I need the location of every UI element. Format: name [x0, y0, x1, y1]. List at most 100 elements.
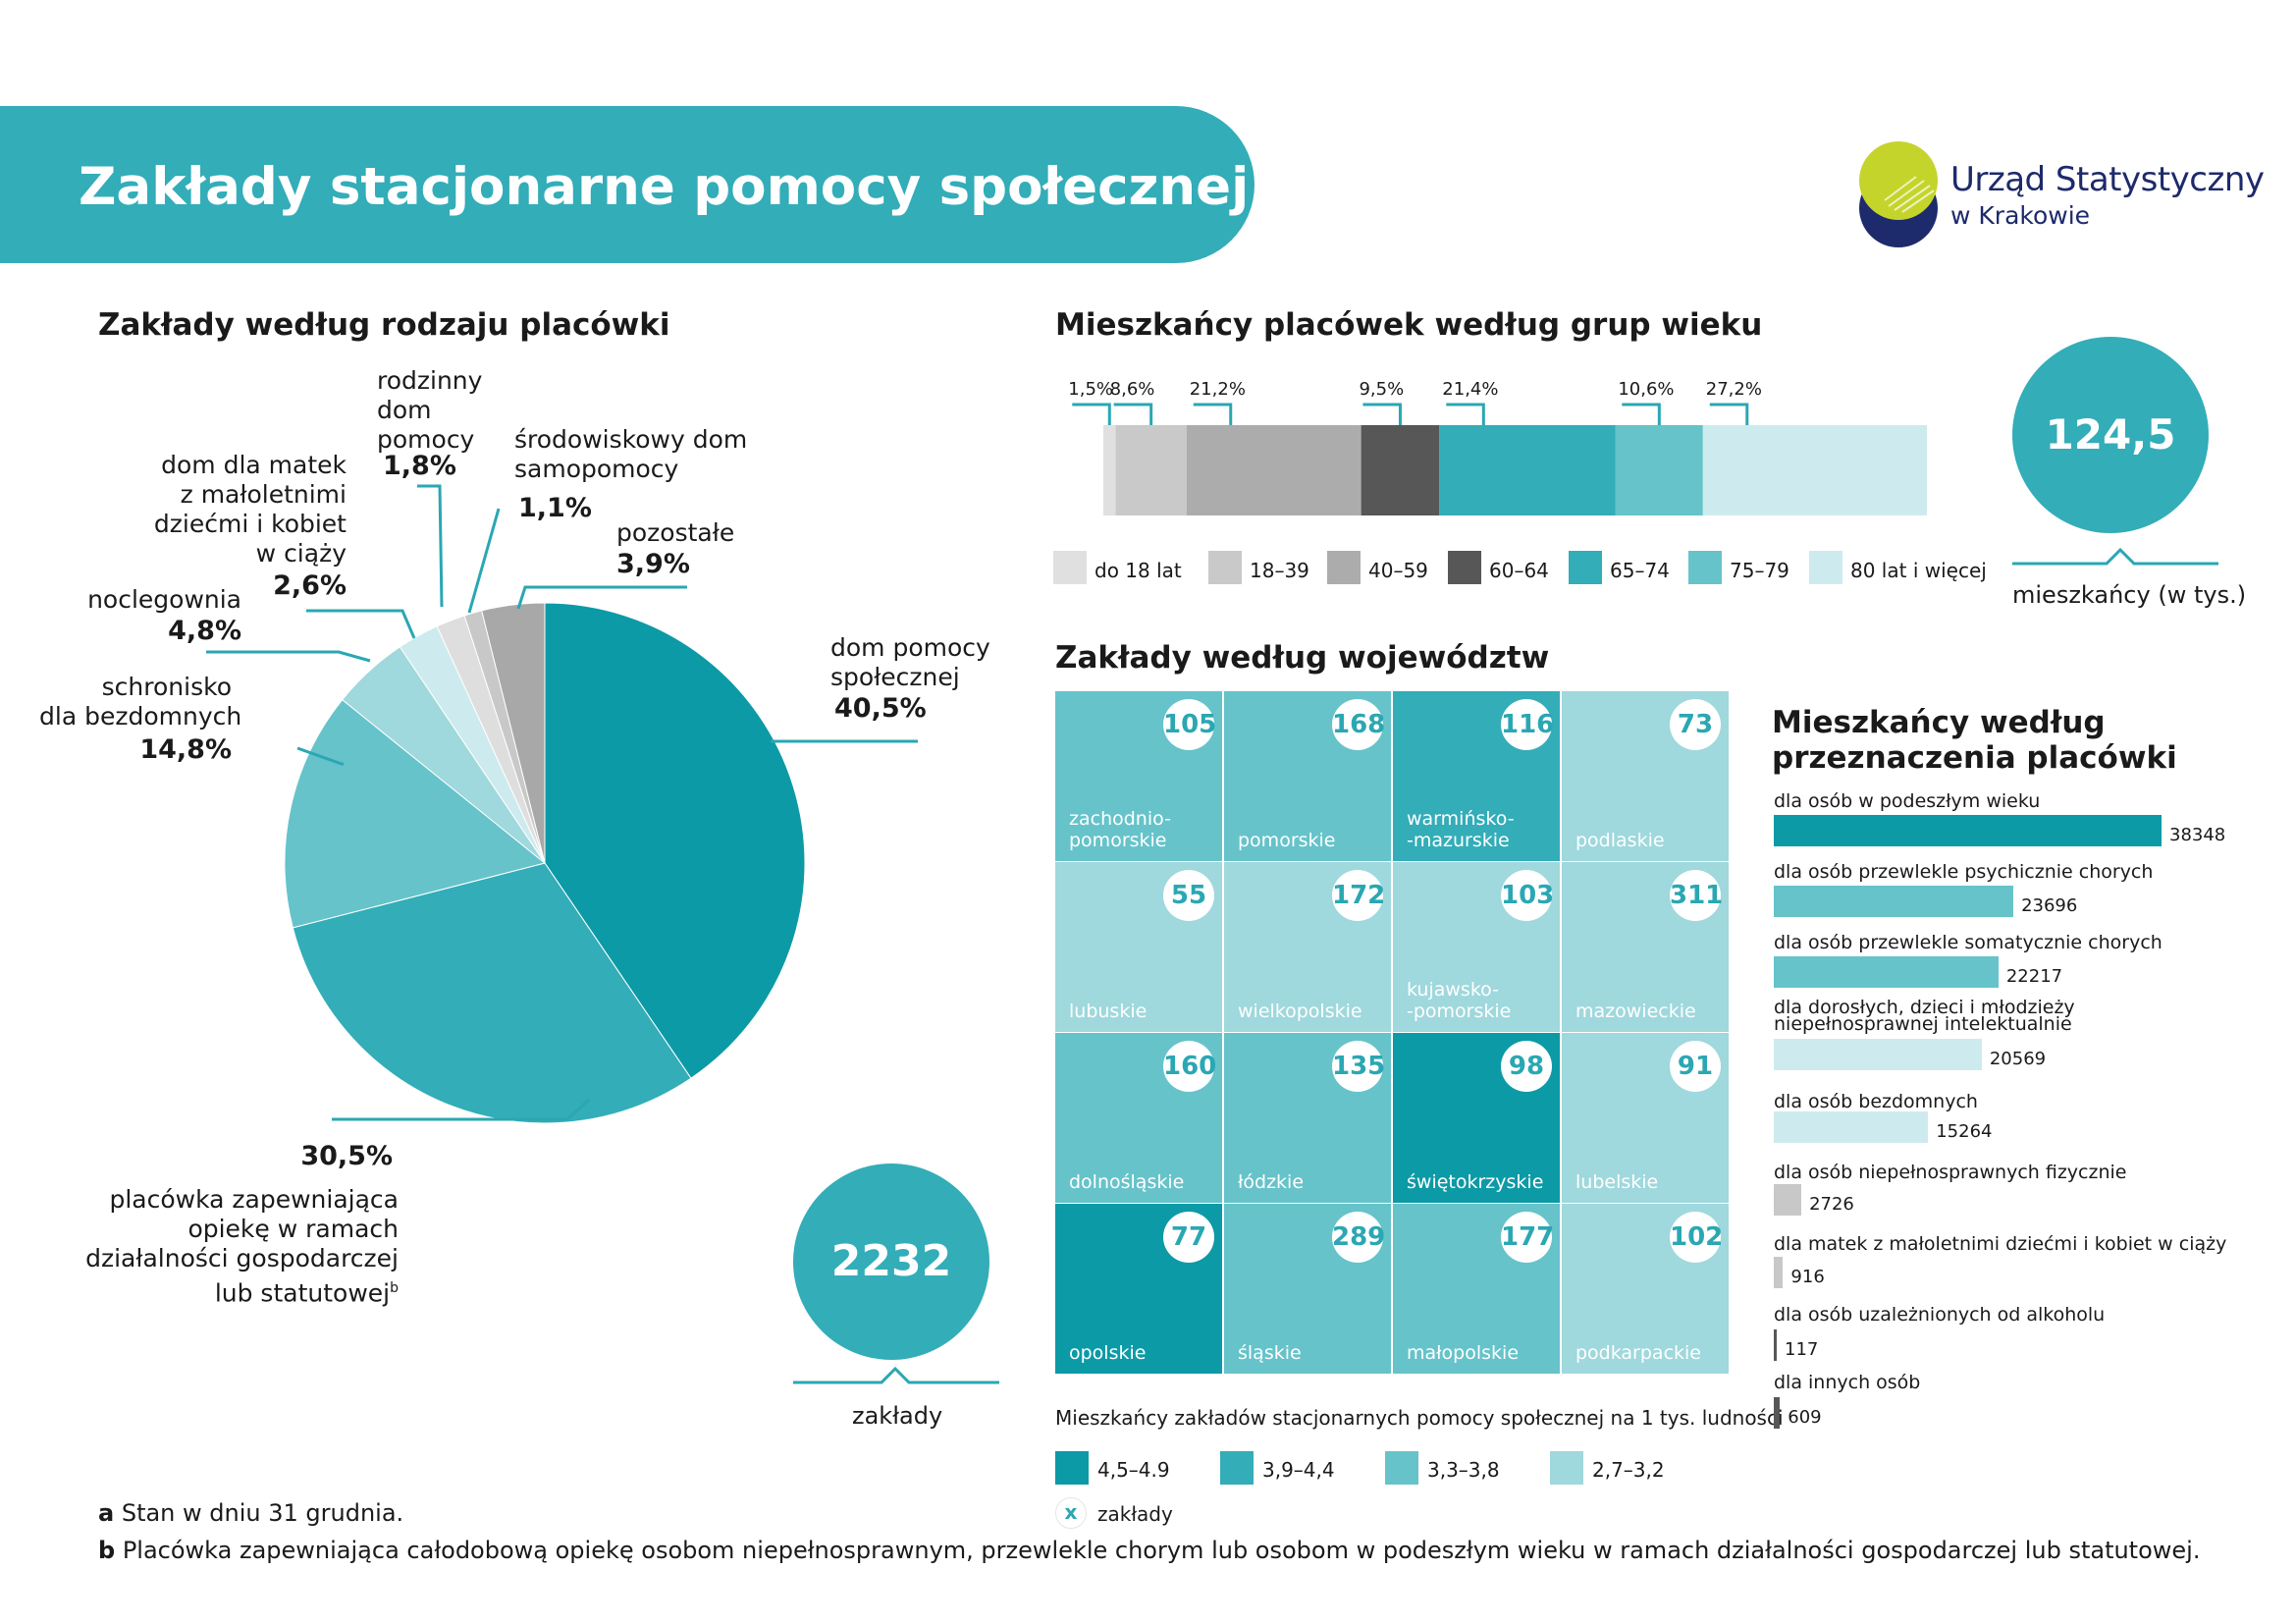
voiv-name: małopolskie [1407, 1342, 1520, 1364]
dest-value-8: 117 [1785, 1339, 1819, 1360]
voiv-facility-count: 55 [1163, 870, 1214, 921]
pie-slice-3 [284, 698, 547, 929]
voiv-facility-count: 168 [1332, 699, 1385, 750]
voiv-facility-count: 311 [1670, 870, 1723, 921]
age-pct-label-7: 27,2% [1705, 379, 1762, 400]
dest-bar-7 [1774, 1257, 1784, 1288]
age-legend-label-3: 40–59 [1368, 559, 1428, 582]
age-stacked-bar [1072, 403, 1927, 515]
dest-label-4: dla dorosłych, dzieci i młodzieży niepełn… [1774, 997, 2075, 1035]
voiv-tile: 172 wielkopolskie [1224, 862, 1391, 1032]
voiv-name: podkarpackie [1575, 1342, 1701, 1364]
pie-pct-sch: 14,8% [139, 734, 232, 765]
age-legend-swatch-4 [1448, 551, 1481, 584]
voiv-tile: 91 lubelskie [1562, 1033, 1729, 1203]
age-legend-label-2: 18–39 [1250, 559, 1309, 582]
voiv-legend-label-4: 2,7–3,2 [1592, 1458, 1665, 1482]
voiv-name: zachodnio-pomorskie [1069, 808, 1171, 851]
voiv-facility-count: 289 [1332, 1212, 1385, 1263]
voiv-legend-label-2: 3,9–4,4 [1262, 1458, 1335, 1482]
pie-label-dps: dom pomocy społecznej [830, 633, 990, 691]
voiv-tile: 98 świętokrzyskie [1393, 1033, 1560, 1203]
pie-label-poz: pozostałe [616, 518, 735, 547]
dest-section-title: Mieszkańcy według przeznaczenia placówki [1772, 705, 2177, 776]
dest-value-5: 15264 [1936, 1121, 1993, 1142]
total-facilities-bracket [793, 1366, 999, 1384]
voiv-name: pomorskie [1238, 830, 1336, 851]
age-segment-4 [1361, 425, 1440, 515]
pie-pct-dps: 40,5% [834, 693, 927, 724]
total-facilities-value: 2232 [793, 1164, 989, 1360]
voiv-tile: 77 opolskie [1055, 1204, 1222, 1374]
voiv-facility-count: 105 [1163, 699, 1216, 750]
voiv-facility-count: 98 [1501, 1041, 1552, 1092]
voiv-name: lubuskie [1069, 1001, 1148, 1022]
age-leader-1 [1072, 403, 1111, 425]
logo-name: Urząd Statystyczny [1950, 160, 2265, 199]
age-segment-3 [1186, 425, 1362, 515]
page-title: Zakłady stacjonarne pomocy społecznej w … [79, 151, 1556, 217]
voiv-name: kujawsko- -pomorskie [1407, 979, 1512, 1022]
voiv-name: świętokrzyskie [1407, 1171, 1544, 1193]
voiv-facility-count: 73 [1670, 699, 1721, 750]
age-leader-2 [1113, 403, 1153, 425]
pie-label-noc: noclegownia [87, 585, 241, 614]
age-legend-label-5: 65–74 [1610, 559, 1670, 582]
pie-pct-rdp: 1,8% [383, 451, 456, 481]
age-pct-label-2: 8,6% [1109, 379, 1155, 400]
dest-value-4: 20569 [1989, 1049, 2047, 1069]
pie-pct-noc: 4,8% [168, 616, 241, 646]
age-legend-label-6: 75–79 [1730, 559, 1789, 582]
logo-subtitle: w Krakowie [1950, 201, 2091, 230]
age-leader-7 [1709, 403, 1749, 425]
age-section-title: Mieszkańcy placówek według grup wieku [1055, 307, 1763, 343]
age-segment-2 [1115, 425, 1187, 515]
age-pct-label-5: 21,4% [1442, 379, 1499, 400]
dest-bar-9 [1774, 1397, 1781, 1429]
dest-label-7: dla matek z małoletnimi dziećmi i kobiet… [1774, 1233, 2227, 1255]
voiv-facility-count: 116 [1501, 699, 1554, 750]
voiv-legend-swatch-3 [1385, 1451, 1418, 1485]
voiv-legend-swatch-1 [1055, 1451, 1089, 1485]
pie-leader-lines [206, 484, 918, 1121]
total-residents-caption: mieszkańcy (w tys.) [2012, 581, 2247, 609]
dest-label-1: dla osób w podeszłym wieku [1774, 790, 2041, 812]
voiv-legend-label-1: 4,5–4.9 [1097, 1458, 1170, 1482]
dest-value-9: 609 [1788, 1407, 1822, 1428]
dest-bar-4 [1774, 1039, 1982, 1070]
voiv-tile: 135 łódzkie [1224, 1033, 1391, 1203]
voiv-facility-count: 177 [1501, 1212, 1554, 1263]
age-legend-swatch-3 [1327, 551, 1361, 584]
voiv-name: mazowieckie [1575, 1001, 1696, 1022]
voiv-name: lubelskie [1575, 1171, 1659, 1193]
dest-label-2: dla osób przewlekle psychicznie chorych [1774, 861, 2154, 883]
age-legend-label-4: 60–64 [1489, 559, 1549, 582]
dest-label-5: dla osób bezdomnych [1774, 1091, 1978, 1112]
age-leader-6 [1622, 403, 1661, 425]
voiv-facility-count: 103 [1501, 870, 1554, 921]
age-pct-label-4: 9,5% [1359, 379, 1405, 400]
pie-pct-pz: 30,5% [300, 1141, 393, 1171]
age-pct-label-1: 1,5% [1068, 379, 1114, 400]
pie-slice-8 [481, 602, 546, 864]
pie-label-dm: dom dla matek z małoletnimi dziećmi i kob… [153, 451, 347, 568]
voiv-facility-count: 91 [1670, 1041, 1721, 1092]
voiv-name: dolnośląskie [1069, 1171, 1185, 1193]
voiv-legend-label-3: 3,3–3,8 [1427, 1458, 1500, 1482]
age-leader-5 [1446, 403, 1485, 425]
dest-value-1: 38348 [2169, 825, 2226, 845]
voiv-tile: 105 zachodnio-pomorskie [1055, 691, 1222, 861]
voiv-name: śląskie [1238, 1342, 1302, 1364]
pie-label-pz: placówka zapewniająca opiekę w ramach dzi… [85, 1185, 399, 1308]
voiv-tile: 160 dolnośląskie [1055, 1033, 1222, 1203]
voiv-facility-count: 160 [1163, 1041, 1216, 1092]
pie-chart [206, 484, 918, 1124]
voiv-name: podlaskie [1575, 830, 1665, 851]
pie-pct-poz: 3,9% [616, 549, 690, 579]
dest-value-2: 23696 [2021, 895, 2078, 916]
voiv-tile: 103 kujawsko- -pomorskie [1393, 862, 1560, 1032]
voiv-section-title: Zakłady według województw [1055, 640, 1550, 676]
dest-label-9: dla innych osób [1774, 1372, 1921, 1393]
age-legend-swatch-5 [1569, 551, 1602, 584]
voiv-tile: 55 lubuskie [1055, 862, 1222, 1032]
